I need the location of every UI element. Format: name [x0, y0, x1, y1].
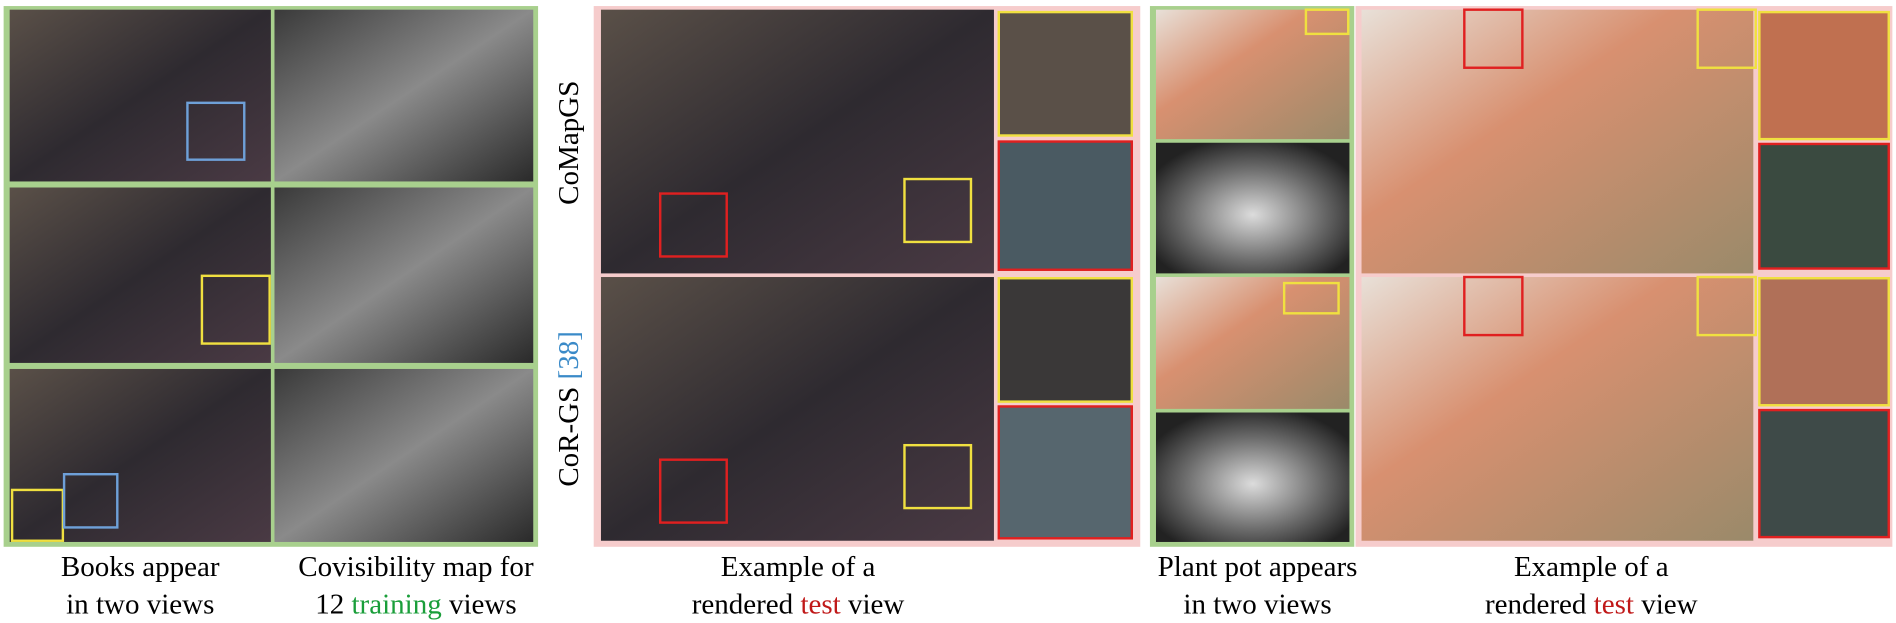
crop [997, 10, 1134, 137]
caption-text: views [442, 588, 517, 620]
crop [1758, 10, 1890, 141]
crop [997, 405, 1134, 540]
crop [1758, 408, 1890, 539]
caption-text: view [841, 588, 905, 620]
crop [1758, 277, 1890, 407]
caption-line: Example of a [1514, 551, 1669, 583]
render [600, 9, 994, 274]
caption-text: rendered [692, 588, 801, 620]
caption-text: view [1634, 588, 1698, 620]
caption-line: in two views [1183, 588, 1331, 620]
caption-highlight: test [800, 588, 840, 620]
image [1155, 277, 1350, 409]
caption-line: rendered test view [692, 588, 905, 620]
highlight-box [1304, 8, 1350, 36]
highlight-box [1696, 275, 1757, 337]
highlight-box [200, 274, 271, 345]
captions: Books appear in two views Covisibility map… [61, 551, 1698, 621]
covisibility-map [274, 187, 534, 363]
caption-text: 12 [315, 588, 351, 620]
highlight-box [1463, 275, 1524, 337]
crop [1758, 142, 1890, 270]
panel-bonsai-render [593, 6, 1141, 547]
caption-line: rendered test view [1485, 588, 1698, 620]
panel-plant-pot [1149, 6, 1355, 547]
render [600, 277, 994, 541]
highlight-box [659, 192, 728, 258]
covisibility-map [1155, 412, 1350, 542]
highlight-box [62, 472, 119, 529]
caption-line: Plant pot appears [1158, 551, 1358, 583]
caption-line: 12 training views [315, 588, 516, 620]
highlight-box [903, 443, 973, 510]
covisibility-map [1155, 142, 1350, 274]
image [9, 368, 271, 542]
highlight-box [1282, 281, 1340, 315]
image [9, 9, 271, 182]
caption-line: Books appear [61, 551, 220, 583]
covisibility-map [274, 368, 534, 542]
crop [997, 140, 1134, 271]
image [1155, 9, 1350, 140]
highlight-box [903, 177, 973, 244]
caption-line: in two views [66, 588, 214, 620]
panel-bulldozer-render [1355, 6, 1893, 547]
method-name: CoR-GS [553, 387, 585, 487]
highlight-box [659, 458, 728, 524]
caption-line: Example of a [721, 551, 876, 583]
caption-text: rendered [1485, 588, 1594, 620]
highlight-box [186, 101, 246, 161]
caption-highlight: training [352, 588, 442, 620]
caption-line: Covisibility map for [298, 551, 534, 583]
render [1361, 277, 1754, 541]
highlight-box [1463, 8, 1524, 69]
method-label: CoMapGS [553, 81, 585, 205]
panel-books [3, 6, 539, 547]
covisibility-map [274, 9, 534, 182]
method-label: CoR-GS [38] [553, 331, 585, 487]
render [1361, 9, 1754, 274]
highlight-box [1696, 8, 1757, 69]
citation: [38] [553, 331, 585, 379]
caption-highlight: test [1594, 588, 1634, 620]
crop [997, 277, 1134, 403]
